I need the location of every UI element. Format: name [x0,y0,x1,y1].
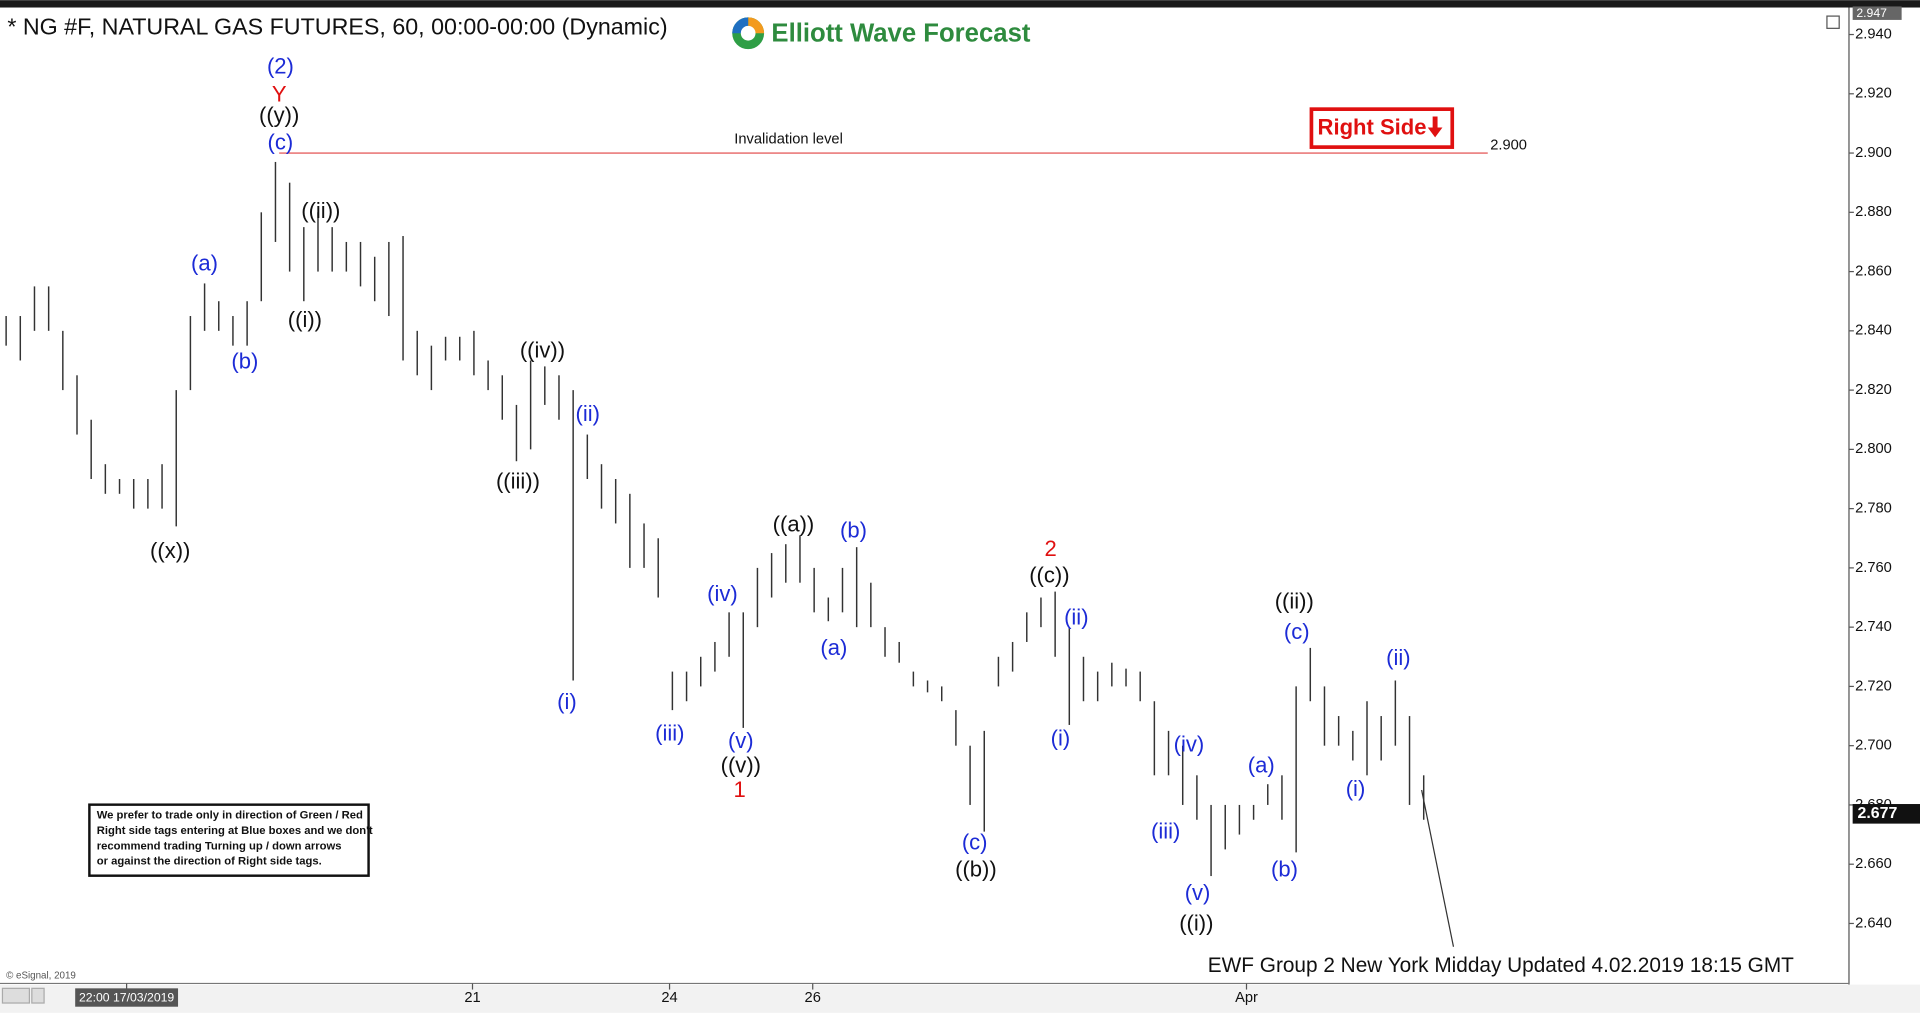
wave-label: (i) [1346,776,1366,801]
x-tick-label: 22:00 17/03/2019 [79,990,174,1004]
last-price-box [1852,804,1920,824]
y-tick-label: 2.740 [1855,619,1892,635]
x-tick-label: 24 [661,990,677,1006]
wave-label: (b) [231,348,258,373]
wave-label: 2 [1044,536,1056,561]
x-axis-band [0,984,1920,1013]
y-tick-label: 2.800 [1855,441,1892,457]
chart-title: * NG #F, NATURAL GAS FUTURES, 60, 00:00-… [7,13,667,39]
wave-label: ((i)) [1179,910,1213,935]
wave-label: ((ii)) [301,198,340,223]
wave-label: 1 [733,777,745,802]
tag-arrow [1427,116,1443,138]
copyright: © eSignal, 2019 [6,971,76,982]
y-tick-label: 2.820 [1855,382,1892,398]
wave-label: ((x)) [150,538,190,563]
last-price-label: 2.677 [1858,805,1898,822]
right-side-tag: Right Side [1309,107,1455,149]
y-tick-label: 2.920 [1855,86,1892,102]
wave-label: (2) [267,53,294,78]
forecast-line [1421,789,1455,947]
wave-label: ((b)) [955,857,997,882]
y-tick-label: 2.780 [1855,501,1892,517]
y-tick-label: 2.640 [1855,915,1892,931]
note-line: Right side tags entering at Blue boxes a… [97,825,373,837]
wave-label: (ii) [1386,645,1410,670]
wave-label: ((iii)) [496,468,540,493]
note-line: We prefer to trade only in direction of … [97,810,363,822]
invalidation-text: Invalidation level [734,131,843,147]
y-tick-label: 2.720 [1855,678,1892,694]
y-tick-label: 2.940 [1855,26,1892,42]
x-tick-label: 21 [464,990,480,1006]
wave-label: (iv) [1174,732,1205,757]
wave-label: ((v)) [721,753,761,778]
wave-label: (i) [1051,726,1071,751]
wave-label: (v) [728,728,754,753]
logo-text: Elliott Wave Forecast [771,19,1030,47]
wave-label: (i) [557,689,577,714]
footer: EWF Group 2 New York Midday Updated 4.02… [1208,954,1794,977]
wave-label: (ii) [1064,604,1088,629]
wave-label: ((a)) [773,511,815,536]
invalidation-value: 2.900 [1490,138,1527,154]
top-border [0,0,1920,8]
y-tick-label: 2.860 [1855,263,1892,279]
note-line: recommend trading Turning up / down arro… [97,840,342,852]
wave-label: ((y)) [259,102,299,127]
wave-label: (c) [1284,619,1310,644]
wave-label: Y [272,82,287,107]
y-tick-label: 2.760 [1855,560,1892,576]
wave-label: ((ii)) [1275,588,1314,613]
axis-top-tag: 2.947 [1856,6,1887,20]
wave-label: (b) [1271,857,1298,882]
wave-label: (c) [268,129,294,154]
wave-label: (c) [962,830,988,855]
wave-label: ((i)) [288,307,322,332]
toolbar-button[interactable] [1,987,30,1004]
wave-label: (b) [840,517,867,542]
wave-label: (iv) [707,581,738,606]
wave-label: (v) [1185,880,1211,905]
wave-label: (a) [191,250,218,275]
x-tick-label-bg [75,988,179,1007]
wave-label: (a) [1248,753,1275,778]
wave-label: (ii) [576,401,600,426]
wave-label: (a) [820,635,847,660]
axis-top-tag-box [1852,6,1902,20]
tag-text: Right Side [1318,115,1427,140]
window-icon[interactable] [1826,15,1840,29]
logo-icon-center [740,25,756,41]
wave-label: (iii) [655,721,684,746]
note-line: or against the direction of Right side t… [97,856,322,868]
note-frame [88,803,370,877]
x-tick-label: Apr [1235,990,1258,1006]
logo: Elliott Wave Forecast [732,17,1031,50]
wave-label: ((c)) [1029,563,1069,588]
x-tick-label: 26 [805,990,821,1006]
y-tick-label: 2.840 [1855,323,1892,339]
wave-label: ((iv)) [520,337,565,362]
y-tick-label: 2.660 [1855,856,1892,872]
y-tick-label: 2.700 [1855,738,1892,754]
note-box: We prefer to trade only in direction of … [88,803,373,877]
y-tick-label: 2.880 [1855,204,1892,220]
wave-label: (iii) [1151,819,1180,844]
toolbar-button[interactable] [31,987,45,1004]
y-tick-label: 2.900 [1855,145,1892,161]
